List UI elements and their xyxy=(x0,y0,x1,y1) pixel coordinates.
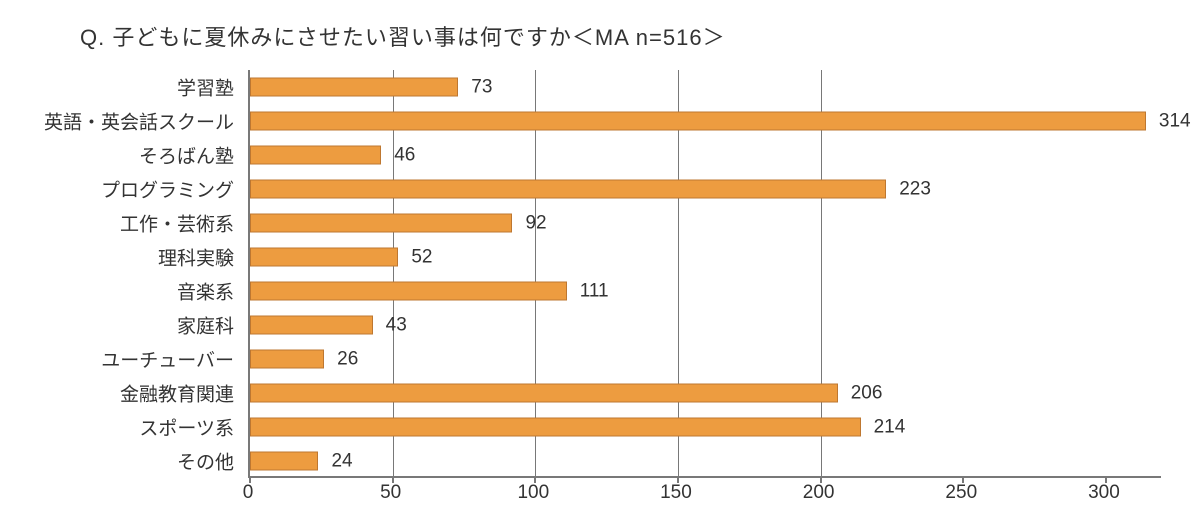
bar-value-label: 314 xyxy=(1145,110,1191,132)
category-label: 音楽系 xyxy=(4,278,234,305)
bar-row: 46 xyxy=(250,138,1161,172)
category-label: スポーツ系 xyxy=(4,414,234,441)
bar-row: 111 xyxy=(250,274,1161,308)
category-label: 英語・英会話スクール xyxy=(4,108,234,135)
category-label: そろばん塾 xyxy=(4,142,234,169)
bar-value-label: 223 xyxy=(885,178,931,200)
bar-row: 214 xyxy=(250,410,1161,444)
bar: 26 xyxy=(250,350,324,369)
bar-value-label: 24 xyxy=(317,450,352,472)
bar: 111 xyxy=(250,282,567,301)
x-tick-label: 50 xyxy=(380,482,401,504)
bar-row: 43 xyxy=(250,308,1161,342)
bar-row: 24 xyxy=(250,444,1161,478)
bar-value-label: 206 xyxy=(837,382,883,404)
bar-value-label: 26 xyxy=(323,348,358,370)
plot-frame: 73 314 46 223 92 52 111 43 26 206 214 24 xyxy=(248,70,1161,478)
category-label: 理科実験 xyxy=(4,244,234,271)
bar-value-label: 214 xyxy=(860,416,906,438)
bar-row: 52 xyxy=(250,240,1161,274)
chart-plot-area: 73 314 46 223 92 52 111 43 26 206 214 24 xyxy=(248,70,1161,478)
category-label: 家庭科 xyxy=(4,312,234,339)
bar: 92 xyxy=(250,214,512,233)
bar: 24 xyxy=(250,452,318,471)
category-label: プログラミング xyxy=(4,176,234,203)
x-tick-label: 300 xyxy=(1088,482,1120,504)
bar-row: 206 xyxy=(250,376,1161,410)
category-label: 金融教育関連 xyxy=(4,380,234,407)
bar-row: 73 xyxy=(250,70,1161,104)
bar: 214 xyxy=(250,418,861,437)
bar-row: 26 xyxy=(250,342,1161,376)
bar-row: 314 xyxy=(250,104,1161,138)
bar-row: 223 xyxy=(250,172,1161,206)
x-tick-label: 0 xyxy=(243,482,254,504)
category-label: その他 xyxy=(4,448,234,475)
category-label: 工作・芸術系 xyxy=(4,210,234,237)
bar-value-label: 111 xyxy=(566,280,609,302)
bar: 73 xyxy=(250,78,458,97)
bar-row: 92 xyxy=(250,206,1161,240)
x-tick-labels: 050100150200250300 xyxy=(248,482,1161,512)
bar-value-label: 73 xyxy=(457,76,492,98)
bar: 52 xyxy=(250,248,398,267)
bar-value-label: 43 xyxy=(372,314,407,336)
bar: 206 xyxy=(250,384,838,403)
bars-container: 73 314 46 223 92 52 111 43 26 206 214 24 xyxy=(250,70,1161,476)
bar: 223 xyxy=(250,180,886,199)
category-label: 学習塾 xyxy=(4,74,234,101)
x-tick-label: 150 xyxy=(660,482,692,504)
x-tick-label: 250 xyxy=(945,482,977,504)
chart-title: Q. 子どもに夏休みにさせたい習い事は何ですか＜MA n=516＞ xyxy=(80,20,726,52)
bar-value-label: 52 xyxy=(397,246,432,268)
x-tick-label: 200 xyxy=(803,482,835,504)
bar: 314 xyxy=(250,112,1146,131)
bar-value-label: 46 xyxy=(380,144,415,166)
category-label: ユーチューバー xyxy=(4,346,234,373)
bar-value-label: 92 xyxy=(511,212,546,234)
bar: 43 xyxy=(250,316,373,335)
bar: 46 xyxy=(250,146,381,165)
x-tick-label: 100 xyxy=(517,482,549,504)
